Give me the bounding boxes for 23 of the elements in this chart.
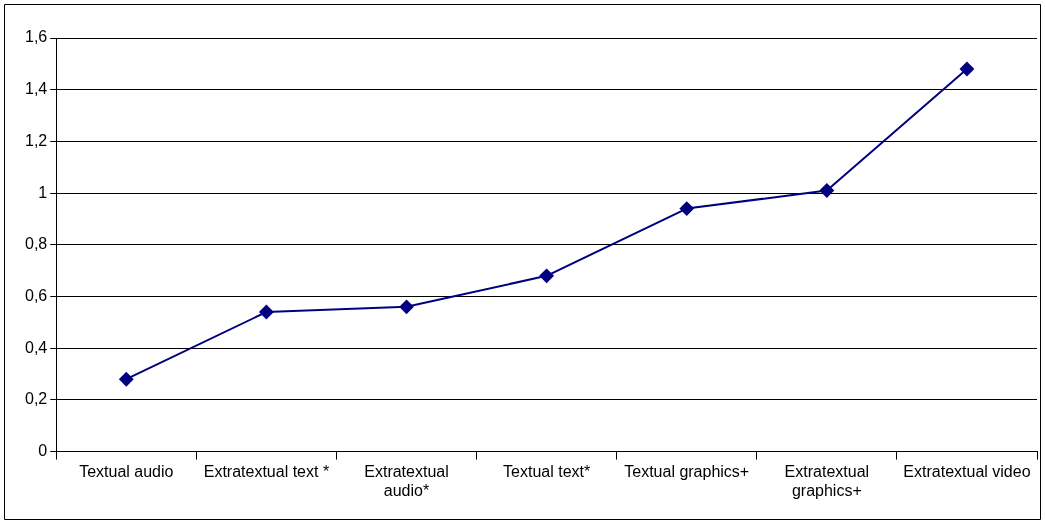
- y-tick-label: 1,6: [24, 28, 48, 46]
- x-tick-label: Extratextual text *: [203, 462, 330, 480]
- point: [539, 268, 554, 283]
- point: [119, 372, 134, 387]
- point: [259, 305, 274, 320]
- y-tick-label: 0,8: [24, 235, 48, 253]
- point: [819, 183, 834, 198]
- y-tick-label: 0: [38, 442, 48, 460]
- x-tick-label: Textual text*: [503, 462, 591, 480]
- point: [959, 62, 974, 77]
- x-tick-label: Extratextual video: [903, 462, 1031, 480]
- y-tick-label: 1,4: [24, 80, 48, 98]
- x-tick-label: Extratextual audio*: [364, 462, 449, 499]
- point: [679, 201, 694, 216]
- point: [399, 299, 414, 314]
- y-tick-label: 0,6: [24, 286, 48, 304]
- x-tick-label: Extratextual graphics+: [784, 462, 870, 499]
- x-tick-label: Textual audio: [79, 462, 174, 480]
- y-tick-label: 1: [38, 183, 48, 201]
- y-tick-label: 0,4: [24, 338, 48, 356]
- y-tick-label: 0,2: [24, 390, 48, 408]
- x-tick-label: Textual graphics+: [624, 462, 750, 480]
- y-tick-label: 1,2: [24, 131, 48, 149]
